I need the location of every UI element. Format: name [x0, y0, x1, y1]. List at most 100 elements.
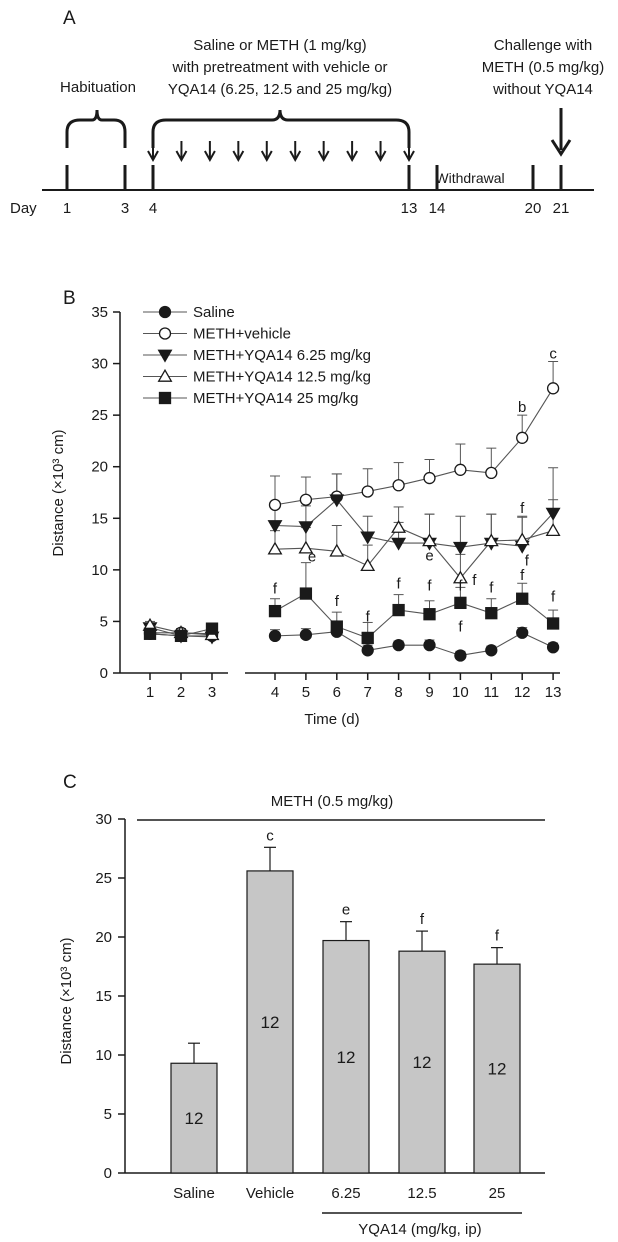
withdrawal-label: Withdrawal [435, 170, 504, 186]
data-point [267, 520, 283, 534]
dose-arrow-icon [204, 141, 216, 163]
day-ticks [65, 165, 563, 190]
significance-label: f [273, 580, 278, 597]
line-chart-markers [142, 382, 561, 662]
data-point [330, 620, 343, 633]
dose-arrow-head [346, 150, 358, 163]
significance-label: e [342, 902, 350, 919]
data-point [423, 471, 436, 485]
bar [246, 870, 294, 1174]
significance-label: f [525, 553, 530, 570]
legend-label: METH+vehicle [193, 326, 291, 343]
data-point [485, 607, 498, 620]
significance-label: e [425, 547, 433, 564]
data-point [158, 391, 172, 405]
data-point [299, 628, 313, 641]
line-chart-x-tick-label: 12 [514, 684, 531, 701]
dose-arrow-icon [147, 141, 159, 163]
bar-n-label: 12 [185, 1109, 204, 1128]
series-line [274, 631, 554, 657]
data-point [298, 540, 314, 554]
data-point [391, 519, 407, 533]
line-chart-x-tick-label: 4 [271, 684, 279, 701]
day-label: 21 [553, 200, 570, 217]
bar-chart-panel: C METH (0.5 mg/kg) 0 5 10 15 20 25 30 12 Saline… [58, 772, 545, 1238]
day-prefix-label: Day [10, 200, 37, 217]
panel-label-c: C [63, 772, 77, 793]
significance-label: f [489, 579, 494, 596]
line-chart-y-tick-label: 15 [91, 510, 108, 527]
line-chart-x-tick-label: 10 [452, 684, 469, 701]
line-chart-x-tick-label: 1 [146, 684, 154, 701]
day-labels: 1 3 4 13 14 20 21 [63, 200, 570, 217]
dose-arrow-head [374, 150, 387, 163]
data-point [392, 603, 405, 617]
significance-label: f [495, 928, 500, 945]
day-label: 3 [121, 200, 129, 217]
dose-arrow-head [317, 150, 330, 163]
yqa14-group-label: YQA14 (mg/kg, ip) [358, 1221, 481, 1238]
line-chart-x-tick-label: 7 [364, 684, 372, 701]
challenge-line-3: without YQA14 [492, 81, 593, 98]
series-line [274, 388, 554, 506]
data-point [361, 631, 374, 645]
data-point [483, 533, 499, 547]
data-point [546, 617, 560, 630]
data-point [545, 507, 561, 521]
bar-chart-y-tick-label: 20 [95, 929, 112, 946]
data-point [546, 382, 560, 395]
dose-arrow-icon [175, 141, 188, 163]
line-chart-x-tick-label: 5 [302, 684, 310, 701]
data-point [360, 531, 376, 545]
line-chart-y-tick-label: 0 [100, 665, 108, 682]
bar-chart-y-tick-label: 30 [95, 811, 112, 828]
habituation-label: Habituation [60, 79, 136, 96]
line-chart-legend: Saline METH+vehicle METH+YQA14 6.25 mg/kg M… [143, 304, 371, 407]
category-label: Vehicle [246, 1185, 294, 1202]
bar-chart-y-tick-label: 10 [95, 1047, 112, 1064]
data-point [267, 541, 283, 555]
panel-label-a: A [63, 8, 76, 29]
line-chart-x-tick-label: 8 [394, 684, 402, 701]
line-chart-x-tick-label: 13 [545, 684, 562, 701]
data-point [329, 543, 345, 557]
challenge-arrow-icon [550, 108, 572, 157]
day-label: 14 [429, 200, 446, 217]
dose-arrow-head [232, 150, 245, 163]
challenge-line-2: METH (0.5 mg/kg) [482, 59, 605, 76]
day-label: 1 [63, 200, 71, 217]
dose-arrow-icon [403, 141, 415, 163]
data-point [423, 639, 436, 652]
data-point [485, 644, 498, 657]
data-point [298, 521, 314, 535]
treatment-line-1: Saline or METH (1 mg/kg) [193, 37, 366, 54]
data-point [268, 604, 282, 618]
dose-arrow-icon [260, 141, 273, 163]
data-point [546, 641, 560, 654]
dose-arrows [147, 141, 415, 163]
dose-arrow-head [260, 150, 273, 163]
data-point [454, 463, 467, 476]
bar-chart-ylabel: Distance (×10³ cm) [58, 937, 75, 1064]
bar-n-label: 12 [413, 1053, 432, 1072]
data-point [516, 431, 529, 444]
dose-arrow-icon [374, 141, 387, 163]
line-chart-x-tick-label: 6 [333, 684, 341, 701]
data-point [452, 570, 468, 584]
data-point [329, 494, 345, 508]
significance-label: f [472, 572, 477, 589]
habituation-brace [65, 109, 127, 148]
series-line [274, 526, 554, 579]
line-chart-x-tick-label: 11 [484, 684, 500, 701]
data-point [158, 305, 172, 319]
data-point [205, 622, 219, 635]
legend-label: METH+YQA14 25 mg/kg [193, 390, 358, 407]
significance-label: c [549, 345, 557, 362]
data-point [423, 608, 436, 621]
data-point [391, 537, 407, 551]
category-label: 12.5 [407, 1185, 436, 1202]
line-chart-x-tick-label: 2 [177, 684, 185, 701]
data-point [516, 592, 529, 605]
data-point [454, 649, 467, 662]
